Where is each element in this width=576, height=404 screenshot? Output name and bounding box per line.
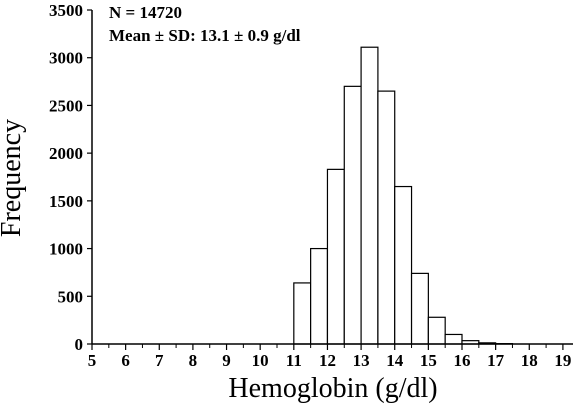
axes-group [91, 10, 573, 345]
x-tick-label: 8 [189, 351, 198, 370]
x-tick-label: 5 [88, 351, 97, 370]
histogram-bar-1 [310, 247, 329, 345]
y-axis-title: Frequency [0, 119, 27, 237]
histogram-bar-3 [343, 85, 362, 345]
histogram-bar-9 [444, 333, 463, 345]
x-tick-label: 15 [420, 351, 437, 370]
x-tick-label: 9 [222, 351, 231, 370]
histogram-bar-6 [394, 185, 413, 345]
y-tick-label: 0 [75, 335, 84, 354]
x-tick-label: 11 [286, 351, 302, 370]
x-tick-label: 19 [554, 351, 571, 370]
x-tick-label: 7 [155, 351, 164, 370]
histogram-bar-4 [360, 46, 379, 345]
bars-group [293, 46, 514, 345]
y-tick-label: 3000 [49, 49, 83, 68]
y-tick-label: 500 [58, 287, 84, 306]
x-tick-label: 10 [252, 351, 269, 370]
histogram-bar-2 [326, 168, 345, 345]
x-tick-label: 16 [454, 351, 471, 370]
x-axis-title: Hemoglobin (g/dl) [228, 373, 437, 404]
histogram-bar-0 [293, 282, 312, 345]
mean-sd-annotation: Mean ± SD: 13.1 ± 0.9 g/dl [109, 26, 301, 45]
ticks-group: 0 500 1000 1500 2000 2500 3000 3500 5 6 7 8 9 10 11 12 1… [49, 1, 571, 370]
x-tick-label: 18 [521, 351, 538, 370]
y-tick-label: 3500 [49, 1, 83, 20]
x-tick-label: 13 [353, 351, 370, 370]
x-tick-label: 14 [386, 351, 404, 370]
histogram-bar-7 [410, 272, 429, 345]
y-tick-label: 1000 [49, 240, 83, 259]
x-tick-label: 17 [487, 351, 505, 370]
x-tick-label: 6 [121, 351, 130, 370]
sample-size-annotation: N = 14720 [109, 3, 182, 22]
x-tick-label: 12 [319, 351, 336, 370]
y-tick-label: 1500 [49, 192, 83, 211]
histogram-bar-8 [427, 316, 446, 345]
y-tick-label: 2000 [49, 144, 83, 163]
y-tick-label: 2500 [49, 96, 83, 115]
histogram-bar-5 [377, 90, 396, 345]
